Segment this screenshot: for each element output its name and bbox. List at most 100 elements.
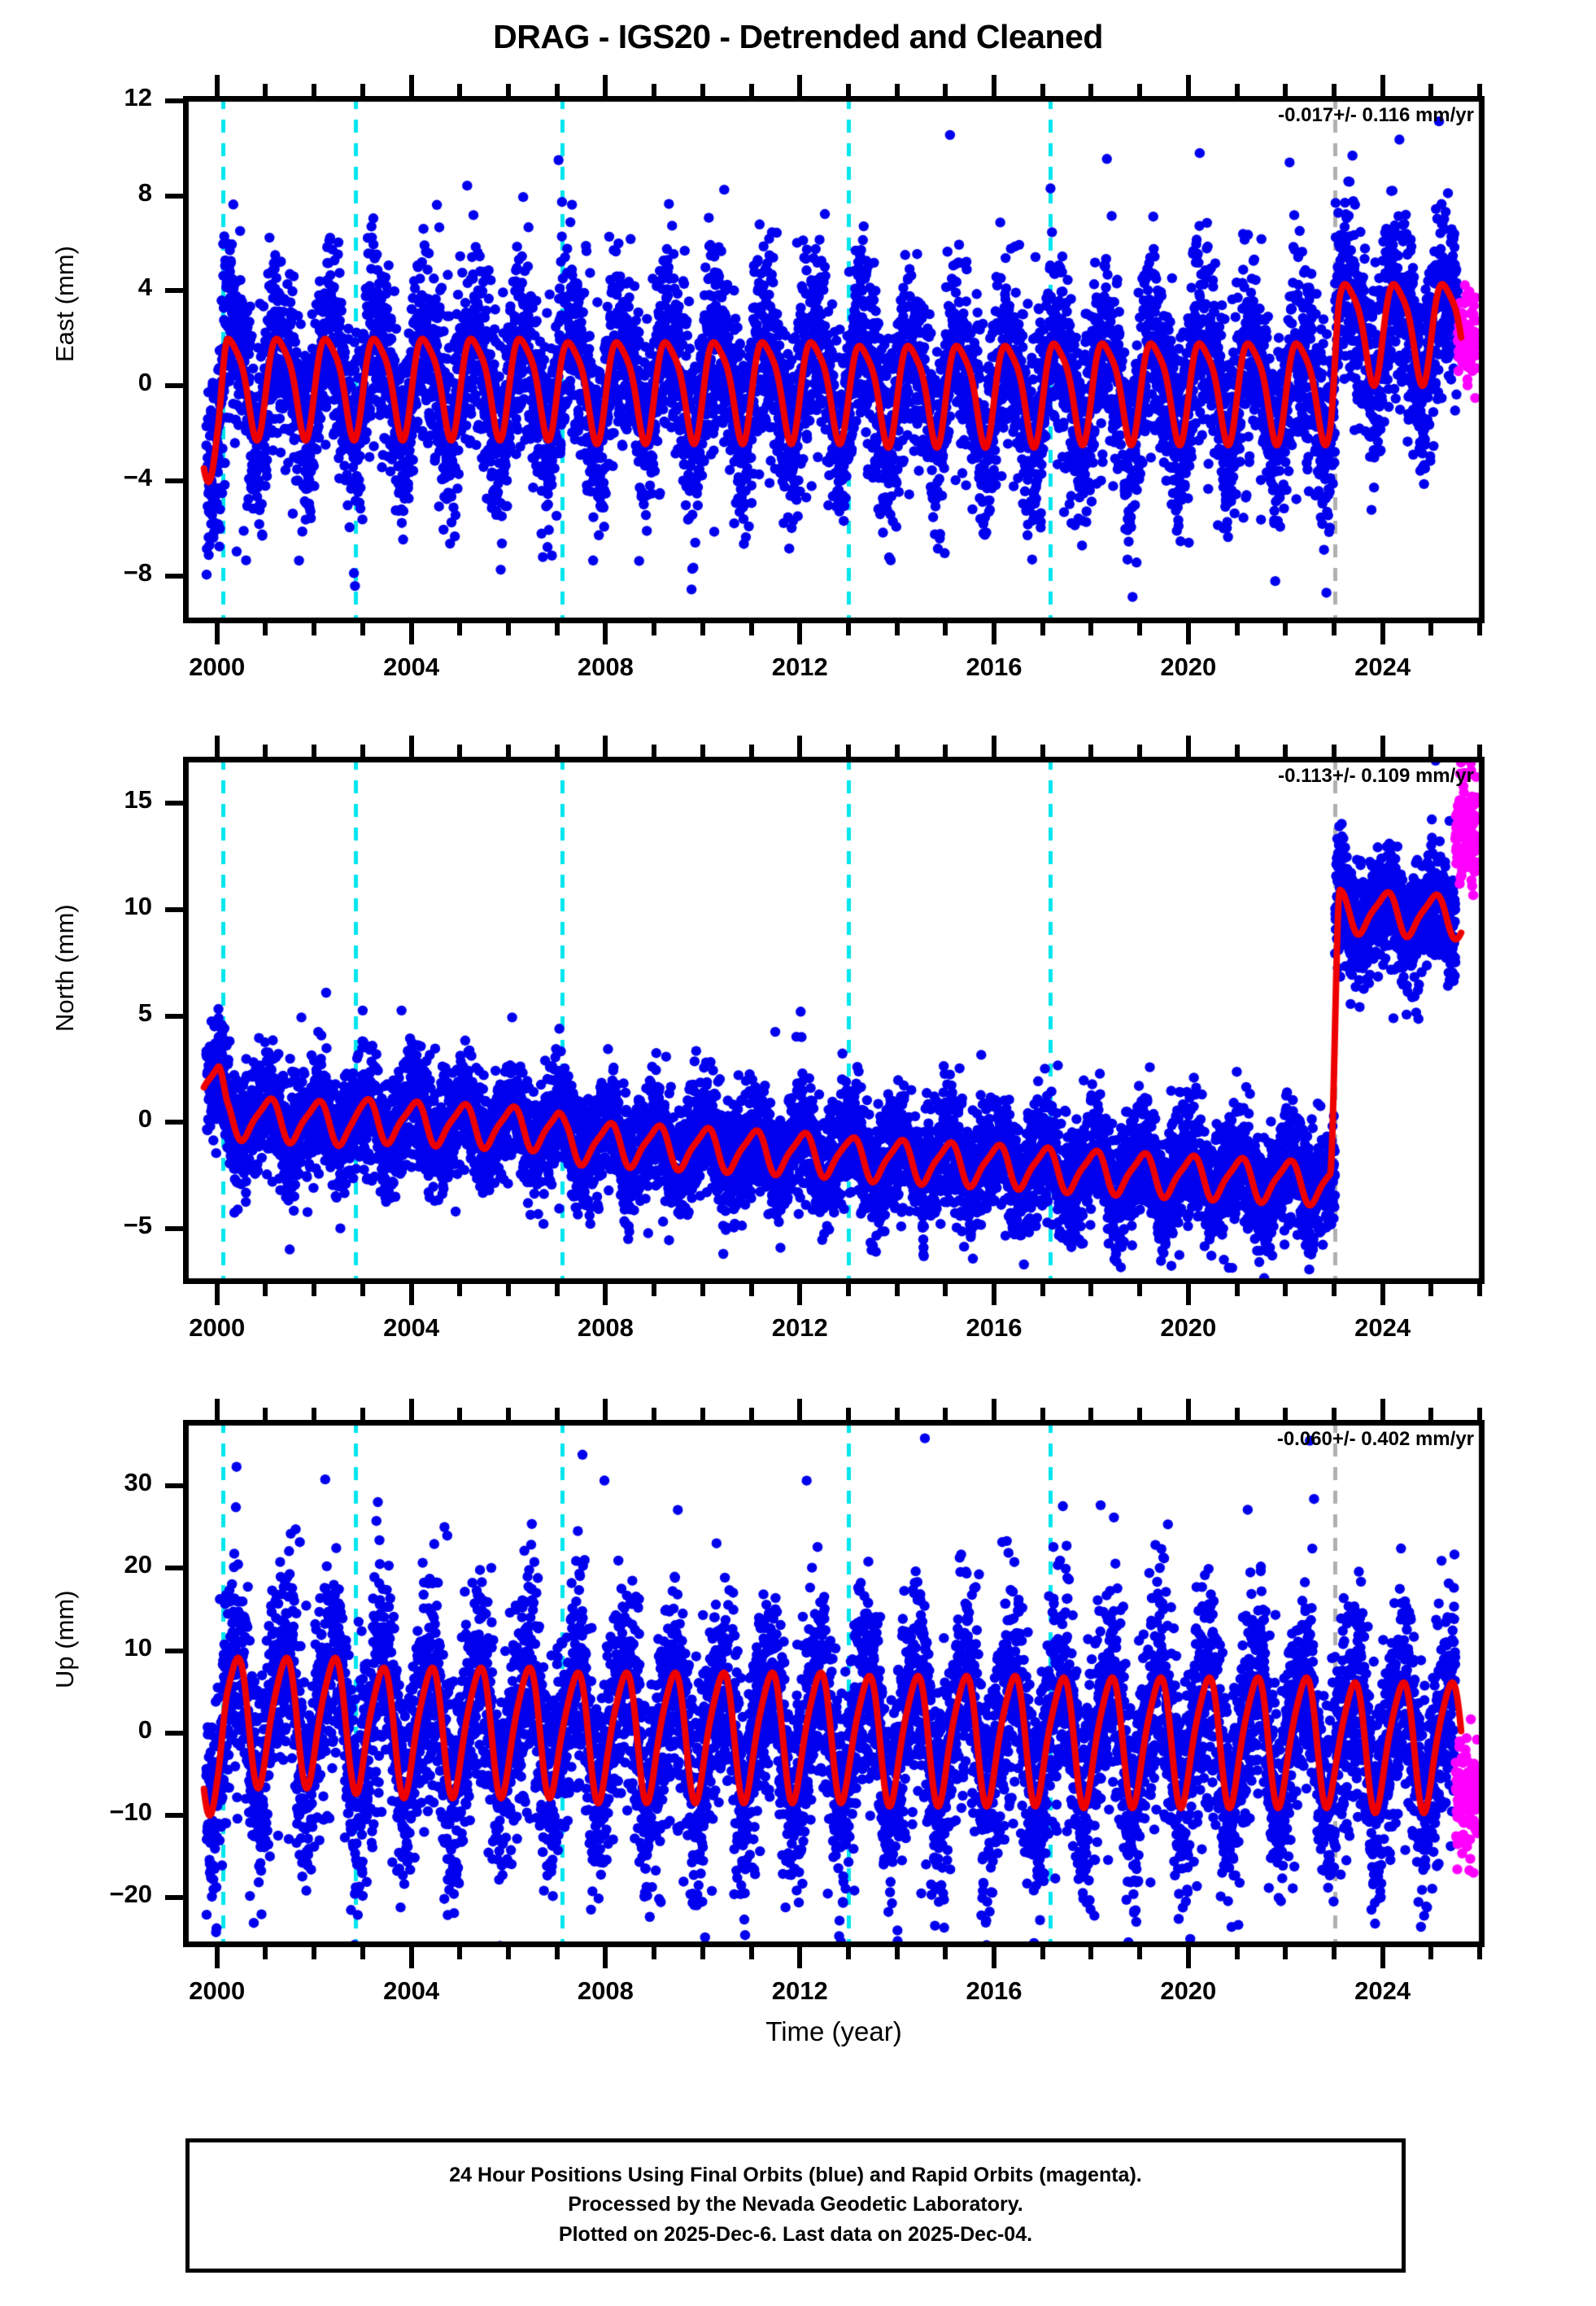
up-xtick-mark-top: [263, 1408, 268, 1420]
up-xtick-label: 2012: [771, 1976, 828, 2005]
up-xtick-label: 2000: [189, 1976, 246, 2005]
up-xtick-label: 2008: [577, 1976, 634, 2005]
up-ytick-mark: [165, 1895, 183, 1901]
north-xtick-mark: [1040, 1284, 1045, 1296]
north-xtick-mark: [652, 1284, 657, 1296]
north-xtick-mark-top: [263, 745, 268, 757]
north-xtick-mark-top: [1283, 745, 1289, 757]
east-xtick-mark: [214, 623, 220, 644]
east-ytick-label: 4: [137, 273, 152, 302]
north-xtick-mark-top: [312, 745, 317, 757]
north-xtick-label: 2016: [966, 1313, 1023, 1342]
east-xtick-label: 2024: [1354, 653, 1411, 681]
east-xtick-mark: [1088, 623, 1094, 635]
east-xtick-mark: [1331, 623, 1337, 635]
up-xtick-mark-top: [214, 1399, 220, 1420]
north-xtick-mark-top: [214, 736, 220, 757]
up-xtick-mark: [1137, 1947, 1143, 1959]
up-ytick-label: 10: [124, 1632, 152, 1662]
up-xtick-mark: [797, 1947, 803, 1968]
east-xtick-label: 2004: [383, 653, 440, 681]
up-ytick-mark: [165, 1483, 183, 1488]
north-rate-label: -0.113+/- 0.109 mm/yr: [1278, 765, 1474, 787]
north-xtick-mark: [263, 1284, 268, 1296]
up-xtick-mark-top: [894, 1408, 900, 1420]
east-xtick-mark: [943, 623, 948, 635]
east-xtick-mark: [263, 623, 268, 635]
east-rate-label: -0.017+/- 0.116 mm/yr: [1278, 104, 1474, 126]
up-xtick-mark: [263, 1947, 268, 1959]
up-ytick-mark: [165, 1813, 183, 1818]
east-xtick-label: 2020: [1160, 653, 1217, 681]
up-xtick-mark: [1234, 1947, 1240, 1959]
up-xtick-mark-top: [312, 1408, 317, 1420]
north-xtick-mark-top: [603, 736, 608, 757]
north-xtick-mark-top: [1137, 745, 1143, 757]
north-xtick-mark: [360, 1284, 365, 1296]
east-xtick-mark-top: [894, 84, 900, 96]
panel-up: [183, 1420, 1485, 1947]
east-xtick-mark-top: [797, 75, 803, 96]
up-xtick-mark-top: [554, 1408, 560, 1420]
east-ytick-mark: [165, 98, 183, 103]
up-xtick-mark: [1380, 1947, 1385, 1968]
east-xtick-mark: [603, 623, 608, 644]
north-ytick-label: 15: [124, 785, 152, 815]
up-xtick-mark: [1477, 1947, 1483, 1959]
north-ytick-label: 5: [137, 998, 152, 1027]
footer-line-3: Plotted on 2025-Dec-6. Last data on 2025…: [558, 2222, 1033, 2246]
east-ytick-label: 12: [124, 82, 152, 111]
east-xtick-label: 2008: [577, 653, 634, 681]
up-xtick-mark-top: [845, 1408, 851, 1420]
east-xtick-mark: [457, 623, 463, 635]
east-xtick-mark: [748, 623, 754, 635]
north-xtick-mark: [312, 1284, 317, 1296]
east-xtick-mark: [894, 623, 900, 635]
up-ytick-label: 20: [124, 1550, 152, 1579]
up-ytick-mark: [165, 1648, 183, 1653]
north-xtick-mark: [1088, 1284, 1094, 1296]
east-xtick-mark: [1428, 623, 1434, 635]
east-xtick-mark: [1380, 623, 1385, 644]
north-xtick-label: 2008: [577, 1313, 634, 1342]
north-xtick-label: 2000: [189, 1313, 246, 1342]
east-ytick-mark: [165, 478, 183, 483]
up-xtick-mark: [700, 1947, 705, 1959]
up-xtick-label: 2004: [383, 1976, 440, 2005]
east-xtick-mark: [1137, 623, 1143, 635]
east-ytick-mark: [165, 573, 183, 579]
up-ytick-mark: [165, 1566, 183, 1571]
up-xtick-mark-top: [1380, 1399, 1385, 1420]
north-xtick-mark: [700, 1284, 705, 1296]
up-xtick-mark: [554, 1947, 560, 1959]
north-xtick-mark: [1185, 1284, 1191, 1305]
up-xtick-mark-top: [360, 1408, 365, 1420]
north-xtick-label: 2004: [383, 1313, 440, 1342]
north-xtick-label: 2012: [771, 1313, 828, 1342]
east-xtick-mark: [1185, 623, 1191, 644]
up-xtick-mark-top: [1137, 1408, 1143, 1420]
up-xtick-mark-top: [1428, 1408, 1434, 1420]
east-xtick-mark: [1477, 623, 1483, 635]
up-xtick-mark: [214, 1947, 220, 1968]
up-xtick-mark-top: [457, 1408, 463, 1420]
north-ytick-mark: [165, 1120, 183, 1125]
up-xtick-mark-top: [1185, 1399, 1191, 1420]
east-xtick-mark-top: [1331, 84, 1337, 96]
footer-line-1: 24 Hour Positions Using Final Orbits (bl…: [449, 2164, 1142, 2186]
north-xtick-mark: [457, 1284, 463, 1296]
east-xtick-mark-top: [1040, 84, 1045, 96]
panel-east: [183, 96, 1485, 623]
east-xtick-mark-top: [1283, 84, 1289, 96]
north-xtick-mark: [554, 1284, 560, 1296]
east-xtick-mark-top: [603, 75, 608, 96]
east-xtick-mark-top: [1088, 84, 1094, 96]
up-xtick-mark: [1428, 1947, 1434, 1959]
up-rate-label: -0.060+/- 0.402 mm/yr: [1276, 1428, 1474, 1450]
east-axis-label: East (mm): [50, 246, 79, 362]
east-xtick-mark-top: [992, 75, 996, 96]
up-xtick-label: 2024: [1354, 1976, 1411, 2005]
north-xtick-mark-top: [506, 745, 511, 757]
north-xtick-mark: [748, 1284, 754, 1296]
north-xtick-mark: [1428, 1284, 1434, 1296]
